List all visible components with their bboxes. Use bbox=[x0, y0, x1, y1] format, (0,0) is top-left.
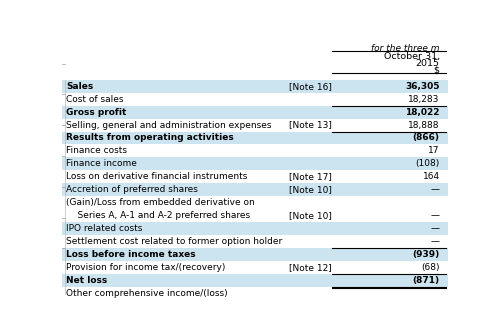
Text: Selling, general and administration expenses: Selling, general and administration expe… bbox=[66, 120, 271, 129]
Text: Finance costs: Finance costs bbox=[66, 146, 127, 156]
Text: 18,022: 18,022 bbox=[405, 108, 440, 117]
Text: [Note 17]: [Note 17] bbox=[289, 172, 332, 181]
Text: (939): (939) bbox=[412, 250, 440, 259]
Text: —: — bbox=[431, 237, 440, 246]
Text: (866): (866) bbox=[413, 133, 440, 142]
Text: $: $ bbox=[434, 66, 440, 75]
Text: (68): (68) bbox=[421, 263, 440, 272]
Text: 164: 164 bbox=[422, 172, 440, 181]
Text: Net loss: Net loss bbox=[66, 276, 108, 285]
Text: Loss before income taxes: Loss before income taxes bbox=[66, 250, 196, 259]
Text: —: — bbox=[431, 211, 440, 220]
Text: —: — bbox=[431, 224, 440, 233]
Text: Provision for income tax/(recovery): Provision for income tax/(recovery) bbox=[66, 263, 226, 272]
Bar bbox=[62, 40, 448, 80]
Text: Cost of sales: Cost of sales bbox=[66, 95, 124, 104]
Text: (108): (108) bbox=[415, 159, 440, 168]
Text: Loss on derivative financial instruments: Loss on derivative financial instruments bbox=[66, 172, 248, 181]
Text: [Note 10]: [Note 10] bbox=[289, 185, 332, 194]
Text: 18,283: 18,283 bbox=[408, 95, 440, 104]
Text: Settlement cost related to former option holder: Settlement cost related to former option… bbox=[66, 237, 282, 246]
Text: 18,888: 18,888 bbox=[408, 120, 440, 129]
Bar bbox=[62, 80, 448, 93]
Text: Finance income: Finance income bbox=[66, 159, 137, 168]
Text: IPO related costs: IPO related costs bbox=[66, 224, 142, 233]
Text: Series A, A-1 and A-2 preferred shares: Series A, A-1 and A-2 preferred shares bbox=[66, 211, 250, 220]
Text: 2015: 2015 bbox=[416, 59, 440, 68]
Text: October 31,: October 31, bbox=[383, 52, 440, 61]
Bar bbox=[62, 222, 448, 235]
Bar bbox=[62, 106, 448, 118]
Bar bbox=[62, 274, 448, 287]
Text: Sales: Sales bbox=[66, 82, 93, 91]
Text: [Note 10]: [Note 10] bbox=[289, 211, 332, 220]
Text: [Note 13]: [Note 13] bbox=[289, 120, 332, 129]
Text: (871): (871) bbox=[412, 276, 440, 285]
Text: Accretion of preferred shares: Accretion of preferred shares bbox=[66, 185, 198, 194]
Text: 17: 17 bbox=[428, 146, 440, 156]
Text: Gross profit: Gross profit bbox=[66, 108, 126, 117]
Text: Other comprehensive income/(loss): Other comprehensive income/(loss) bbox=[66, 289, 228, 298]
Text: (Gain)/Loss from embedded derivative on: (Gain)/Loss from embedded derivative on bbox=[66, 198, 255, 207]
Text: [Note 16]: [Note 16] bbox=[289, 82, 332, 91]
Bar bbox=[62, 183, 448, 196]
Bar bbox=[62, 248, 448, 261]
Bar bbox=[62, 157, 448, 170]
Text: [Note 12]: [Note 12] bbox=[289, 263, 332, 272]
Text: —: — bbox=[431, 185, 440, 194]
Text: for the three m: for the three m bbox=[371, 44, 440, 53]
Text: 36,305: 36,305 bbox=[405, 82, 440, 91]
Bar bbox=[62, 131, 448, 144]
Text: Results from operating activities: Results from operating activities bbox=[66, 133, 234, 142]
